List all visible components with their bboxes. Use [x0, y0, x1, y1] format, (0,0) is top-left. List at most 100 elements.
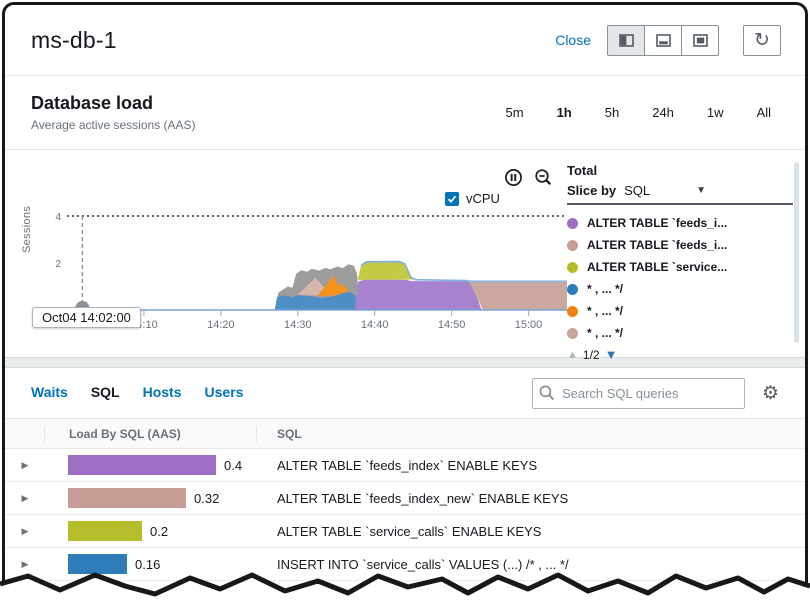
database-load-header: Database load Average active sessions (A… — [5, 75, 805, 149]
table-header-row: Load By SQL (AAS) SQL — [5, 419, 805, 449]
sql-text: ALTER TABLE `feeds_index` ENABLE KEYS — [277, 457, 538, 473]
split-bottom-icon — [655, 33, 671, 47]
section-divider-band — [5, 357, 805, 368]
chart-section-scrollbar[interactable] — [794, 162, 799, 343]
tab-waits[interactable]: Waits — [31, 384, 68, 400]
legend-item[interactable]: ALTER TABLE `service... — [567, 256, 793, 278]
expand-row-button[interactable]: ▶ — [21, 525, 29, 536]
load-value: 0.32 — [194, 490, 220, 506]
tab-users[interactable]: Users — [204, 384, 244, 400]
series-olive — [357, 261, 415, 280]
time-marker-tooltip: Oct04 14:02:00 — [32, 307, 141, 328]
load-bar-cell: 0.16 — [45, 554, 257, 574]
legend-item[interactable]: ALTER TABLE `feeds_i... — [567, 212, 793, 234]
table-settings-button[interactable]: ⚙ — [762, 384, 779, 403]
full-view-button[interactable] — [681, 24, 719, 56]
split-left-view-button[interactable] — [607, 24, 645, 56]
time-range-24h[interactable]: 24h — [652, 105, 674, 120]
load-bar — [68, 521, 142, 541]
expand-row-button[interactable]: ▶ — [21, 492, 29, 503]
legend-item-label: ALTER TABLE `feeds_i... — [587, 216, 728, 230]
search-box — [531, 377, 745, 409]
split-left-icon — [618, 33, 634, 47]
load-bar-cell: 0.32 — [45, 488, 257, 508]
slice-by-dropdown[interactable]: Slice by SQL ▼ — [567, 183, 793, 205]
full-view-icon — [692, 33, 708, 47]
check-icon — [447, 195, 457, 203]
x-tick-label: 14:40 — [361, 319, 389, 331]
refresh-button[interactable]: ↻ — [743, 24, 781, 56]
sql-text: INSERT INTO `service_calls` VALUES (...)… — [277, 556, 569, 572]
chevron-down-icon: ▼ — [696, 185, 707, 196]
dimension-tabs-row: Waits SQL Hosts Users ⚙ — [5, 368, 805, 418]
vcpu-label: vCPU — [466, 191, 500, 206]
legend-items: ALTER TABLE `feeds_i... ALTER TABLE `feed… — [567, 212, 793, 344]
load-bar — [68, 587, 108, 595]
load-bar-cell: 0.2 — [45, 521, 257, 541]
time-range-All[interactable]: All — [756, 105, 771, 120]
section-subtitle: Average active sessions (AAS) — [31, 118, 196, 132]
legend-color-dot — [567, 305, 578, 317]
time-range-1h[interactable]: 1h — [556, 105, 572, 120]
expand-row-button[interactable]: ▶ — [21, 558, 29, 569]
sql-text: ALTER TABLE `feeds_index_new` ENABLE KEY… — [277, 490, 569, 506]
legend-item-label: * , ... */ — [587, 326, 624, 340]
zoom-out-button[interactable] — [532, 166, 555, 189]
expand-row-button[interactable]: ▶ — [21, 591, 29, 598]
legend-pager: ▲ 1/2 ▼ — [567, 347, 793, 362]
pause-button[interactable] — [502, 166, 525, 189]
split-bottom-view-button[interactable] — [644, 24, 682, 56]
vcpu-checkbox[interactable] — [445, 191, 459, 206]
x-tick-label: 14:20 — [207, 319, 235, 331]
sql-text: ALTER TABLE `service_calls` ENABLE KEYS — [277, 523, 542, 539]
gear-icon: ⚙ — [761, 382, 779, 404]
load-bar — [68, 455, 216, 475]
section-title: Database load — [31, 93, 154, 113]
database-load-titles: Database load Average active sessions (A… — [31, 93, 196, 132]
top-sql-table: Load By SQL (AAS) SQL ▶ 0.4 ALTER TABLE `f… — [5, 418, 805, 598]
time-range-1w[interactable]: 1w — [706, 105, 724, 120]
dimension-tabs: Waits SQL Hosts Users — [31, 384, 266, 402]
x-tick-label: 14:30 — [284, 319, 312, 331]
legend-color-dot — [567, 283, 578, 295]
legend-item[interactable]: * , ... */ — [567, 322, 793, 344]
slice-by-value: SQL — [624, 183, 651, 198]
legend-page-up-icon[interactable]: ▲ — [567, 348, 578, 361]
zoom-out-icon — [535, 169, 551, 185]
x-tick-label: 15:00 — [515, 319, 543, 331]
pause-icon — [505, 169, 522, 186]
layout-view-button-group — [607, 24, 719, 56]
tab-sql[interactable]: SQL — [90, 384, 120, 400]
legend-item[interactable]: * , ... */ — [567, 300, 793, 322]
time-range-5m[interactable]: 5m — [505, 105, 524, 120]
legend-page-down-icon[interactable]: ▼ — [604, 347, 618, 362]
chart-legend: Total Slice by SQL ▼ ALTER TABLE `feeds_… — [567, 163, 793, 362]
legend-item[interactable]: ALTER TABLE `feeds_i... — [567, 234, 793, 256]
expand-row-button[interactable]: ▶ — [21, 459, 29, 470]
close-button[interactable]: Close — [555, 32, 591, 48]
load-value: 0.4 — [224, 457, 243, 473]
load-bar — [68, 554, 127, 574]
load-value: 0.2 — [150, 523, 169, 539]
legend-page-indicator: 1/2 — [582, 347, 600, 362]
legend-color-dot — [567, 261, 578, 273]
series-blue-base — [274, 291, 361, 310]
legend-color-dot — [567, 327, 578, 339]
search-icon — [539, 385, 555, 400]
legend-item[interactable]: * , ... */ — [567, 278, 793, 300]
vcpu-checkbox-row[interactable]: vCPU — [445, 191, 500, 206]
legend-color-dot — [567, 217, 578, 229]
time-range-5h[interactable]: 5h — [604, 105, 620, 120]
load-bar — [68, 488, 186, 508]
y-tick-label: 4 — [55, 212, 61, 223]
legend-item-label: ALTER TABLE `feeds_i... — [587, 238, 728, 252]
table-row: ▶ 0.2 ALTER TABLE `service_calls` ENABLE K… — [5, 515, 805, 548]
table-body: ▶ 0.4 ALTER TABLE `feeds_index` ENABLE KEY… — [5, 449, 805, 598]
tab-hosts[interactable]: Hosts — [142, 384, 182, 400]
time-range-group: 5m 1h 5h 24h 1w All — [506, 105, 771, 120]
series-purple — [354, 279, 482, 310]
search-input[interactable] — [531, 377, 745, 409]
